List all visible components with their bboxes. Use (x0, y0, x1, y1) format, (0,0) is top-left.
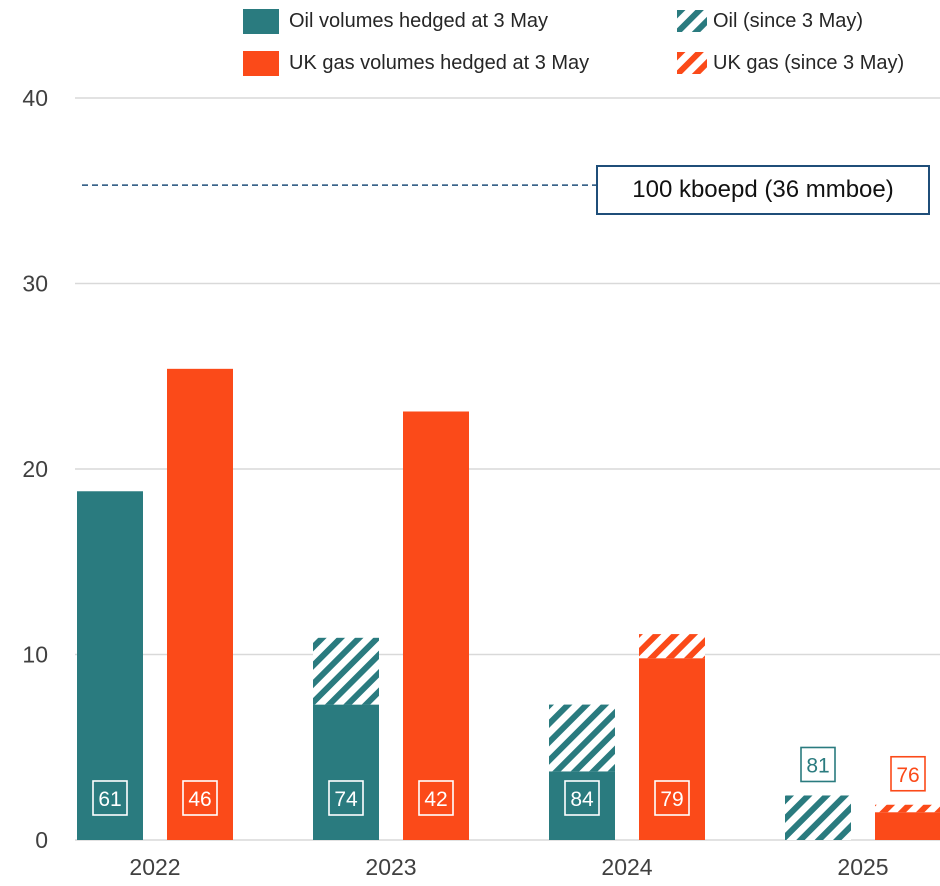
bar-oil-hatched-2024 (549, 704, 615, 772)
bar-annotations: 61 46 74 42 84 79 81 76 (92, 746, 926, 816)
y-tick-label: 20 (22, 456, 48, 482)
x-tick-label: 2023 (365, 854, 416, 880)
y-axis-ticks: 0 10 20 30 40 (22, 85, 48, 853)
annotation-box-gas-2023 (418, 780, 454, 816)
annotation-box-gas-2024 (654, 780, 690, 816)
bar-oil-solid-2024 (549, 771, 615, 840)
annotation-box-oil-2024 (564, 780, 600, 816)
legend-swatch-oil-hatched (677, 10, 707, 32)
bars (77, 368, 940, 840)
y-tick-label: 0 (35, 827, 48, 853)
annotation-label-oil-2024: 84 (570, 788, 594, 811)
y-tick-label: 40 (22, 85, 48, 111)
annotation-box-oil-2025 (800, 746, 836, 783)
annotation-label-oil-2022: 61 (98, 788, 121, 811)
legend-label-gas-hatched: UK gas (since 3 May) (713, 51, 905, 74)
legend-label-oil-hatched: Oil (since 3 May) (713, 9, 864, 32)
x-tick-label: 2022 (129, 854, 180, 880)
annotation-box-oil-2022 (92, 780, 128, 816)
bar-gas-solid-2023 (403, 411, 469, 840)
annotation-label-gas-2025: 76 (896, 764, 919, 787)
annotation-label-oil-2025: 81 (806, 754, 829, 777)
y-tick-label: 30 (22, 271, 48, 297)
annotation-label-oil-2023: 74 (334, 788, 358, 811)
annotation-label-gas-2024: 79 (660, 788, 683, 811)
legend-swatch-gas-hatched (677, 52, 707, 74)
bar-oil-solid-2023 (313, 704, 379, 840)
bar-oil-hatched-2025 (785, 795, 851, 840)
reference-label: 100 kboepd (36 mmboe) (596, 165, 930, 215)
legend-item-gas-hatched: UK gas (since 3 May) (677, 48, 904, 78)
x-axis-ticks: 2022 2023 2024 2025 (129, 854, 888, 880)
annotation-box-oil-2023 (328, 780, 364, 816)
annotation-box-gas-2025 (890, 755, 926, 792)
x-tick-label: 2024 (601, 854, 652, 880)
annotation-box-gas-2022 (182, 780, 218, 816)
bar-oil-solid-2022 (77, 491, 143, 840)
legend-swatch-gas-solid (243, 50, 279, 76)
legend-item-oil-solid: Oil volumes hedged at 3 May (243, 6, 548, 36)
bar-gas-solid-2024 (639, 658, 705, 840)
y-tick-label: 10 (22, 642, 48, 668)
legend-label-oil-solid: Oil volumes hedged at 3 May (289, 9, 549, 32)
bar-gas-hatched-2025 (875, 804, 940, 813)
bar-gas-solid-2022 (167, 368, 233, 840)
legend: Oil volumes hedged at 3 May UK gas volum… (0, 0, 940, 90)
legend-label-gas-solid: UK gas volumes hedged at 3 May (289, 51, 590, 74)
bar-gas-solid-2025 (875, 812, 940, 840)
annotation-label-gas-2022: 46 (188, 788, 211, 811)
legend-item-oil-hatched: Oil (since 3 May) (677, 6, 863, 36)
annotation-label-gas-2023: 42 (424, 788, 447, 811)
x-tick-label: 2025 (837, 854, 888, 880)
bar-oil-hatched-2023 (313, 637, 379, 705)
bar-gas-hatched-2024 (639, 634, 705, 659)
legend-item-gas-solid: UK gas volumes hedged at 3 May (243, 48, 589, 78)
legend-swatch-oil-solid (243, 8, 279, 34)
